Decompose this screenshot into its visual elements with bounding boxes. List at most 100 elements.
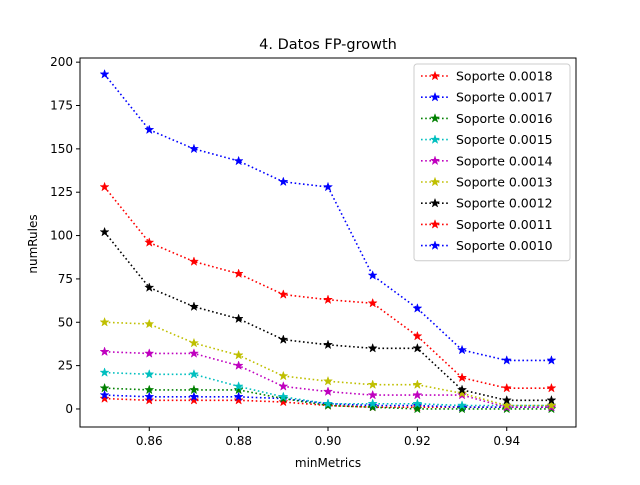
legend-marker (429, 91, 441, 102)
y-tick-label: 150 (50, 142, 73, 156)
data-point (367, 342, 378, 353)
legend-marker (429, 134, 441, 144)
data-point (144, 237, 155, 247)
data-point (456, 400, 468, 410)
data-point (456, 384, 468, 395)
x-tick-label: 0.94 (493, 434, 520, 448)
data-point (233, 381, 244, 391)
data-point (99, 393, 110, 403)
data-point (188, 256, 200, 266)
data-point (188, 384, 200, 395)
data-point (278, 334, 289, 344)
data-point (278, 289, 289, 299)
legend-marker (429, 155, 441, 166)
legend-label: Soporte 0.0018 (456, 69, 553, 84)
data-point (412, 389, 423, 400)
data-point (412, 303, 423, 313)
data-point (188, 301, 200, 311)
legend-item: Soporte 0.0016 (421, 111, 553, 126)
data-point (412, 403, 423, 414)
y-tick-label: 100 (50, 229, 73, 243)
legend-label: Soporte 0.0011 (456, 217, 553, 232)
y-tick-label: 0 (65, 402, 73, 416)
data-point (367, 379, 378, 390)
data-point (412, 398, 423, 409)
legend-item: Soporte 0.0014 (421, 153, 553, 168)
series-8 (99, 68, 557, 365)
data-point (233, 391, 244, 402)
data-point (412, 342, 423, 353)
data-point (99, 382, 110, 393)
series-6 (99, 226, 557, 405)
data-point (501, 355, 512, 365)
x-tick-label: 0.90 (315, 434, 342, 448)
data-point (99, 389, 110, 400)
legend-marker (429, 70, 441, 81)
data-point (233, 268, 244, 279)
data-point (367, 401, 378, 412)
data-point (322, 386, 334, 396)
data-point (456, 372, 468, 383)
y-tick-label: 75 (58, 272, 73, 286)
data-point (456, 388, 468, 398)
data-point (501, 394, 512, 405)
legend-item: Soporte 0.0013 (421, 175, 553, 190)
data-point (278, 391, 289, 402)
legend-label: Soporte 0.0017 (456, 90, 553, 105)
data-point (144, 391, 155, 402)
x-axis-label: minMetrics (295, 456, 361, 470)
data-point (546, 394, 557, 405)
legend-marker (429, 219, 441, 229)
series-7 (99, 181, 557, 393)
data-point (188, 348, 200, 358)
series-5 (99, 316, 557, 410)
data-point (233, 349, 244, 360)
data-point (367, 297, 378, 308)
data-point (322, 398, 334, 409)
legend-item: Soporte 0.0018 (421, 69, 553, 84)
data-point (233, 384, 244, 395)
data-point (188, 368, 200, 379)
data-point (322, 181, 334, 192)
legend-label: Soporte 0.0015 (456, 132, 553, 147)
x-tick-label: 0.92 (404, 434, 431, 448)
data-point (546, 355, 557, 365)
legend-box (413, 63, 571, 262)
legend-label: Soporte 0.0010 (456, 238, 553, 253)
y-tick-label: 200 (50, 55, 73, 69)
data-point (99, 226, 110, 237)
y-tick-label: 50 (58, 315, 73, 329)
data-point (144, 368, 155, 379)
data-point (188, 391, 200, 402)
data-point (99, 367, 110, 377)
data-point (233, 394, 244, 405)
data-point (546, 400, 557, 410)
data-point (322, 294, 334, 305)
data-point (188, 143, 200, 154)
data-point (501, 400, 512, 410)
data-point (144, 384, 155, 395)
x-tick-label: 0.86 (136, 434, 163, 448)
series-line (104, 387, 552, 410)
legend-marker (429, 197, 441, 208)
legend: Soporte 0.0018 Soporte 0.0017 Soporte 0.00… (413, 63, 571, 262)
legend-item: Soporte 0.0011 (421, 217, 553, 232)
data-point (278, 396, 289, 407)
legend-marker (429, 113, 441, 123)
legend-marker (429, 240, 441, 250)
data-point (233, 313, 244, 324)
data-point (278, 381, 289, 391)
data-point (188, 394, 200, 405)
data-point (278, 370, 289, 381)
data-point (367, 270, 378, 280)
data-point (501, 382, 512, 393)
data-point (278, 176, 289, 187)
data-point (99, 68, 110, 79)
legend-label: Soporte 0.0014 (456, 153, 553, 168)
data-point (412, 379, 423, 390)
data-point (144, 124, 155, 135)
y-tick-label: 175 (50, 99, 73, 113)
x-tick-label: 0.88 (225, 434, 252, 448)
data-point (144, 348, 155, 358)
